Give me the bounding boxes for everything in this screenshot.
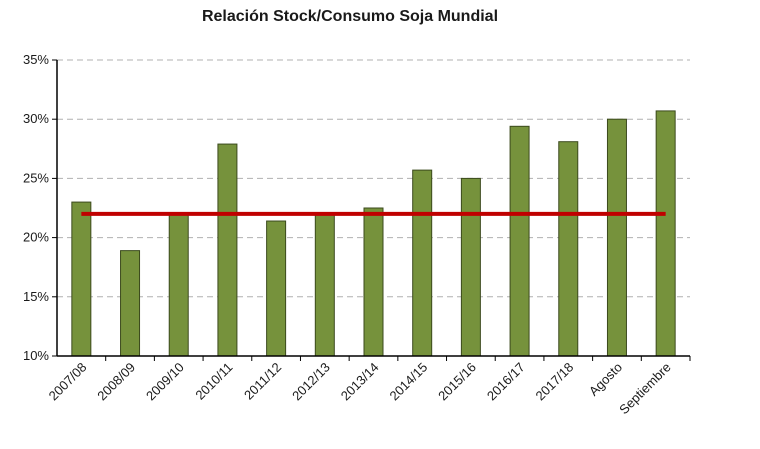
- bars: [71, 110, 676, 357]
- bar: [217, 143, 238, 357]
- bar: [558, 141, 579, 357]
- x-tick-label: 2011/12: [241, 360, 284, 403]
- x-tick-label: 2009/10: [143, 360, 187, 404]
- y-tick-label: 25%: [23, 170, 49, 185]
- x-tick-label: 2016/17: [484, 360, 528, 404]
- y-tick-label: 20%: [23, 230, 49, 245]
- x-tick-label: 2008/09: [94, 360, 138, 404]
- y-tick-label: 10%: [23, 348, 49, 363]
- x-tick-label: Agosto: [586, 360, 625, 399]
- bar: [266, 220, 287, 357]
- chart-title: Relación Stock/Consumo Soja Mundial: [201, 8, 499, 25]
- bar: [71, 201, 92, 357]
- axes: [56, 60, 690, 357]
- x-tick-label: 2010/11: [192, 360, 235, 403]
- y-tick-label: 35%: [23, 52, 49, 67]
- bar: [363, 207, 384, 357]
- x-tick-label: 2015/16: [435, 360, 479, 404]
- bar: [606, 118, 627, 357]
- y-tick-label: 15%: [23, 289, 49, 304]
- y-axis-ticks: 10% 15% 20% 25% 30% 35%: [23, 52, 57, 363]
- gridlines: [57, 59, 690, 298]
- bar: [460, 177, 481, 357]
- x-axis-labels: 2007/08 2008/09 2009/10 2010/11 2011/12 2012/…: [46, 356, 691, 418]
- bar: [314, 213, 335, 357]
- x-tick-label: 2017/18: [533, 360, 577, 404]
- y-tick-label: 30%: [23, 111, 49, 126]
- x-tick-label: 2013/14: [338, 360, 382, 404]
- bar: [509, 125, 530, 357]
- bar: [168, 213, 189, 357]
- x-tick-label: 2012/13: [289, 360, 333, 404]
- bar: [655, 110, 676, 357]
- x-tick-label: 2007/08: [46, 360, 90, 404]
- bar: [412, 169, 433, 357]
- bar: [120, 250, 141, 357]
- x-tick-label: Septiembre: [616, 360, 674, 418]
- x-tick-label: 2014/15: [386, 360, 430, 404]
